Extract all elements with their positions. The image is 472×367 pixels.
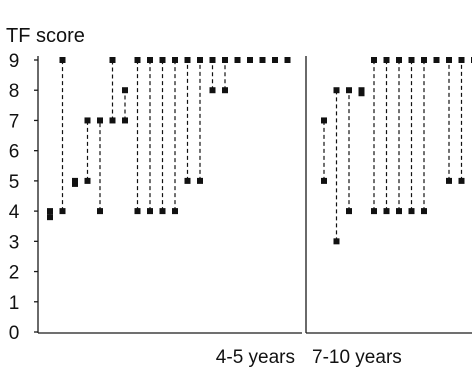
data-point-before (134, 208, 141, 215)
data-point-after (321, 117, 327, 124)
data-point-after (134, 57, 141, 63)
chart-title: TF score (6, 25, 85, 47)
data-point-after (433, 57, 440, 63)
data-point-after (97, 117, 103, 124)
data-point-before (97, 208, 103, 215)
panel-label-7-10-years: 7-10 years (312, 347, 402, 367)
data-point-after (333, 87, 340, 94)
data-point-before (408, 208, 415, 215)
data-point-after (259, 57, 266, 63)
data-point-before (358, 90, 365, 97)
data-point-before (84, 177, 91, 184)
data-point-after (84, 117, 91, 124)
data-point-after (247, 57, 253, 63)
data-point-after (209, 57, 216, 63)
chart-marks (47, 57, 472, 245)
data-point-after (59, 57, 66, 63)
y-tick-label: 4 (9, 202, 20, 223)
data-point-after (371, 57, 377, 63)
data-point-after (234, 57, 241, 63)
data-point-after (184, 57, 191, 63)
chart-axes (34, 56, 472, 334)
y-axis-ticks: 0 1 2 3 4 5 6 7 8 9 (9, 51, 20, 344)
data-point-before (222, 87, 228, 94)
y-tick-label: 7 (9, 111, 20, 132)
data-point-after (446, 57, 452, 63)
data-point-after (172, 57, 178, 63)
y-tick-label: 5 (9, 172, 20, 193)
data-point-after (358, 87, 365, 94)
data-point-before (184, 177, 191, 184)
data-point-after (72, 177, 78, 184)
data-point-before (396, 208, 402, 215)
data-point-before (209, 87, 216, 94)
y-tick-label: 2 (9, 263, 20, 284)
data-point-after (47, 208, 53, 215)
data-point-after (272, 57, 278, 63)
y-tick-label: 0 (9, 323, 20, 344)
data-point-after (408, 57, 415, 63)
data-point-before (172, 208, 178, 215)
y-tick-label: 1 (9, 293, 20, 314)
y-tick-label: 6 (9, 142, 20, 163)
data-point-after (396, 57, 402, 63)
data-point-before (59, 208, 66, 215)
data-point-after (346, 87, 352, 94)
panel-label-4-5-years: 4-5 years (216, 347, 295, 367)
data-point-before (383, 208, 390, 215)
data-point-after (159, 57, 166, 63)
data-point-before (421, 208, 427, 215)
y-tick-label: 8 (9, 81, 20, 102)
data-point-before (72, 180, 78, 187)
data-point-before (458, 177, 465, 184)
data-point-before (333, 238, 340, 245)
data-point-before (197, 177, 203, 184)
data-point-before (159, 208, 166, 215)
data-point-after (383, 57, 390, 63)
y-tick-label: 9 (9, 51, 20, 72)
data-point-before (446, 177, 452, 184)
data-point-after (122, 87, 128, 94)
data-point-before (147, 208, 153, 215)
data-point-after (197, 57, 203, 63)
data-point-before (109, 117, 116, 124)
data-point-before (346, 208, 352, 215)
data-point-after (284, 57, 291, 63)
data-point-before (371, 208, 377, 215)
data-point-after (147, 57, 153, 63)
data-point-before (122, 117, 128, 124)
data-point-after (458, 57, 465, 63)
data-point-after (222, 57, 228, 63)
y-tick-label: 3 (9, 232, 20, 253)
data-point-after (421, 57, 427, 63)
data-point-before (321, 177, 327, 184)
data-point-after (109, 57, 116, 63)
data-point-before (47, 214, 53, 221)
